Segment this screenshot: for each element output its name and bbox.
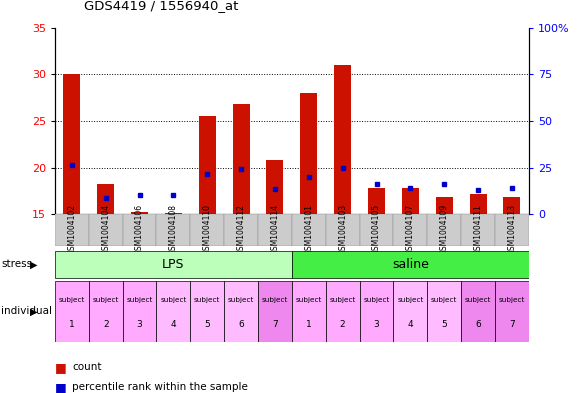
Text: ■: ■ (55, 380, 66, 393)
Text: GSM1004113: GSM1004113 (507, 204, 516, 255)
Text: 2: 2 (340, 320, 346, 329)
Text: GSM1004102: GSM1004102 (68, 204, 76, 255)
Bar (157, 214, 190, 246)
Text: 2: 2 (103, 320, 109, 329)
Text: GSM1004111: GSM1004111 (473, 204, 483, 255)
Bar (55, 251, 292, 277)
Text: subject: subject (228, 298, 254, 303)
Bar (89, 214, 123, 246)
Text: subject: subject (58, 298, 85, 303)
Bar (165, 213, 182, 214)
Bar (334, 65, 351, 214)
Text: GSM1004108: GSM1004108 (169, 204, 178, 255)
Text: 1: 1 (69, 320, 75, 329)
Bar (266, 160, 283, 214)
Bar (461, 214, 495, 246)
Text: GSM1004107: GSM1004107 (406, 204, 415, 255)
Text: GSM1004105: GSM1004105 (372, 204, 381, 255)
Text: individual: individual (1, 307, 52, 316)
Text: subject: subject (329, 298, 356, 303)
Text: GDS4419 / 1556940_at: GDS4419 / 1556940_at (84, 0, 238, 12)
Bar (199, 116, 216, 214)
Text: GSM1004114: GSM1004114 (271, 204, 279, 255)
Text: subject: subject (295, 298, 322, 303)
Text: percentile rank within the sample: percentile rank within the sample (72, 382, 248, 392)
Text: LPS: LPS (162, 258, 184, 271)
Text: 7: 7 (272, 320, 278, 329)
Bar (258, 214, 292, 246)
Text: GSM1004109: GSM1004109 (440, 204, 449, 255)
Bar (190, 281, 224, 342)
Bar (495, 281, 529, 342)
Bar (360, 214, 394, 246)
Bar (157, 281, 190, 342)
Text: GSM1004104: GSM1004104 (101, 204, 110, 255)
Text: subject: subject (397, 298, 424, 303)
Text: GSM1004101: GSM1004101 (305, 204, 313, 255)
Text: 5: 5 (442, 320, 447, 329)
Text: 1: 1 (306, 320, 312, 329)
Text: saline: saline (392, 258, 429, 271)
Bar (224, 214, 258, 246)
Text: ▶: ▶ (30, 307, 38, 316)
Bar (495, 214, 529, 246)
Text: subject: subject (160, 298, 187, 303)
Bar (368, 188, 385, 214)
Text: count: count (72, 362, 102, 373)
Bar (427, 214, 461, 246)
Text: GSM1004110: GSM1004110 (203, 204, 212, 255)
Text: GSM1004103: GSM1004103 (338, 204, 347, 255)
Bar (258, 281, 292, 342)
Text: 4: 4 (407, 320, 413, 329)
Text: subject: subject (364, 298, 390, 303)
Bar (394, 281, 427, 342)
Text: stress: stress (1, 259, 32, 269)
Bar (402, 188, 419, 214)
Bar (326, 214, 360, 246)
Bar (55, 214, 89, 246)
Text: subject: subject (127, 298, 153, 303)
Text: subject: subject (465, 298, 491, 303)
Bar (123, 281, 157, 342)
Bar (131, 212, 148, 214)
Bar (326, 281, 360, 342)
Text: subject: subject (262, 298, 288, 303)
Bar (503, 197, 520, 214)
Text: ▶: ▶ (30, 259, 38, 269)
Text: subject: subject (431, 298, 457, 303)
Bar (360, 281, 394, 342)
Text: 6: 6 (475, 320, 481, 329)
Bar (292, 281, 326, 342)
Text: subject: subject (92, 298, 119, 303)
Bar (394, 214, 427, 246)
Bar (292, 214, 326, 246)
Bar (123, 214, 157, 246)
Bar (232, 104, 250, 214)
Bar (301, 93, 317, 214)
Bar (292, 251, 529, 277)
Bar (427, 281, 461, 342)
Text: 5: 5 (205, 320, 210, 329)
Bar (55, 281, 89, 342)
Bar (436, 197, 453, 214)
Text: 4: 4 (171, 320, 176, 329)
Text: ■: ■ (55, 361, 66, 374)
Text: 7: 7 (509, 320, 515, 329)
Text: subject: subject (499, 298, 525, 303)
Text: subject: subject (194, 298, 220, 303)
Bar (64, 74, 80, 214)
Bar (461, 281, 495, 342)
Text: 3: 3 (373, 320, 379, 329)
Bar (469, 194, 487, 214)
Bar (190, 214, 224, 246)
Text: 3: 3 (136, 320, 142, 329)
Bar (97, 184, 114, 214)
Bar (224, 281, 258, 342)
Text: GSM1004112: GSM1004112 (236, 204, 246, 255)
Text: 6: 6 (238, 320, 244, 329)
Bar (89, 281, 123, 342)
Text: GSM1004106: GSM1004106 (135, 204, 144, 255)
